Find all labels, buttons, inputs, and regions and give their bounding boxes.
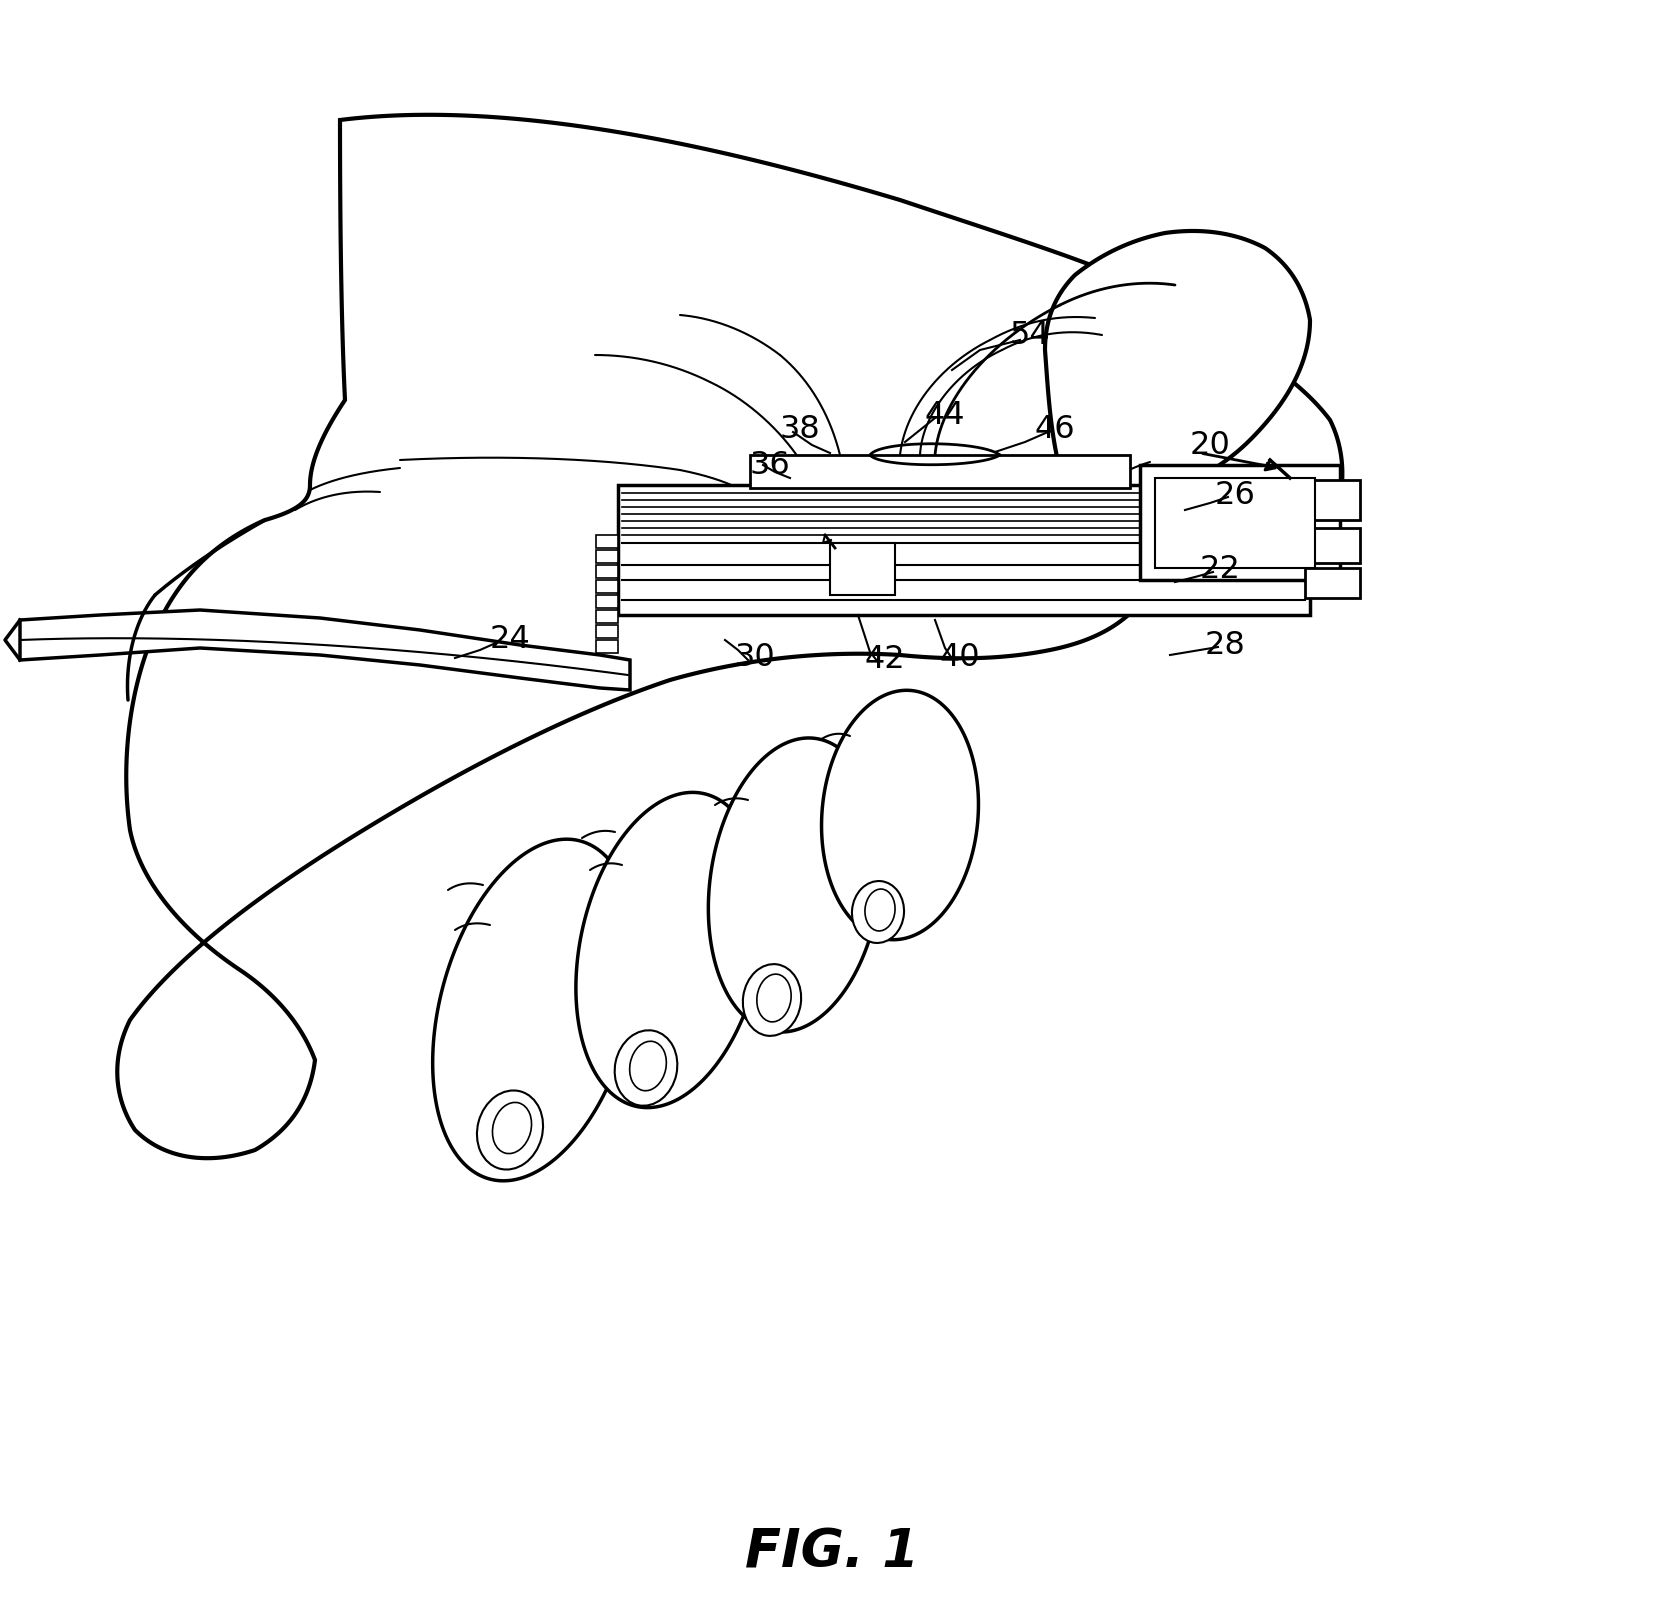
Polygon shape	[576, 793, 764, 1107]
Bar	[1140, 465, 1340, 580]
Text: FIG. 1: FIG. 1	[744, 1527, 919, 1578]
Text: 40: 40	[938, 642, 980, 673]
Polygon shape	[20, 610, 629, 690]
Polygon shape	[617, 485, 1310, 615]
Bar	[596, 580, 617, 593]
Bar	[1305, 529, 1359, 562]
Ellipse shape	[742, 964, 800, 1036]
Bar	[596, 594, 617, 609]
Bar	[1305, 569, 1359, 598]
Text: 46: 46	[1033, 415, 1075, 445]
Ellipse shape	[629, 1041, 666, 1091]
Text: 28: 28	[1203, 630, 1245, 660]
Text: 26: 26	[1213, 479, 1255, 511]
Bar	[596, 641, 617, 654]
Ellipse shape	[614, 1030, 677, 1105]
Ellipse shape	[864, 889, 895, 931]
Polygon shape	[1045, 231, 1310, 549]
Text: 36: 36	[749, 450, 790, 481]
Polygon shape	[433, 839, 637, 1181]
Bar	[596, 549, 617, 562]
Text: 24: 24	[489, 625, 531, 655]
Ellipse shape	[757, 974, 790, 1022]
Bar	[596, 535, 617, 548]
Polygon shape	[820, 690, 978, 940]
Text: 42: 42	[864, 644, 905, 676]
Bar	[1305, 481, 1359, 521]
Text: 22: 22	[1198, 554, 1240, 585]
Bar	[1155, 477, 1315, 569]
Bar	[596, 625, 617, 638]
Text: 38: 38	[779, 415, 820, 445]
Ellipse shape	[852, 881, 904, 944]
Polygon shape	[116, 115, 1341, 1158]
Ellipse shape	[476, 1091, 542, 1169]
Bar	[596, 566, 617, 578]
Bar	[749, 455, 1130, 489]
Bar	[596, 610, 617, 623]
Text: 20: 20	[1188, 429, 1230, 460]
Text: 44: 44	[924, 399, 965, 431]
Polygon shape	[707, 739, 882, 1032]
Text: 54: 54	[1008, 319, 1050, 351]
Text: 30: 30	[734, 642, 775, 673]
Ellipse shape	[493, 1102, 531, 1153]
Bar	[829, 543, 895, 594]
